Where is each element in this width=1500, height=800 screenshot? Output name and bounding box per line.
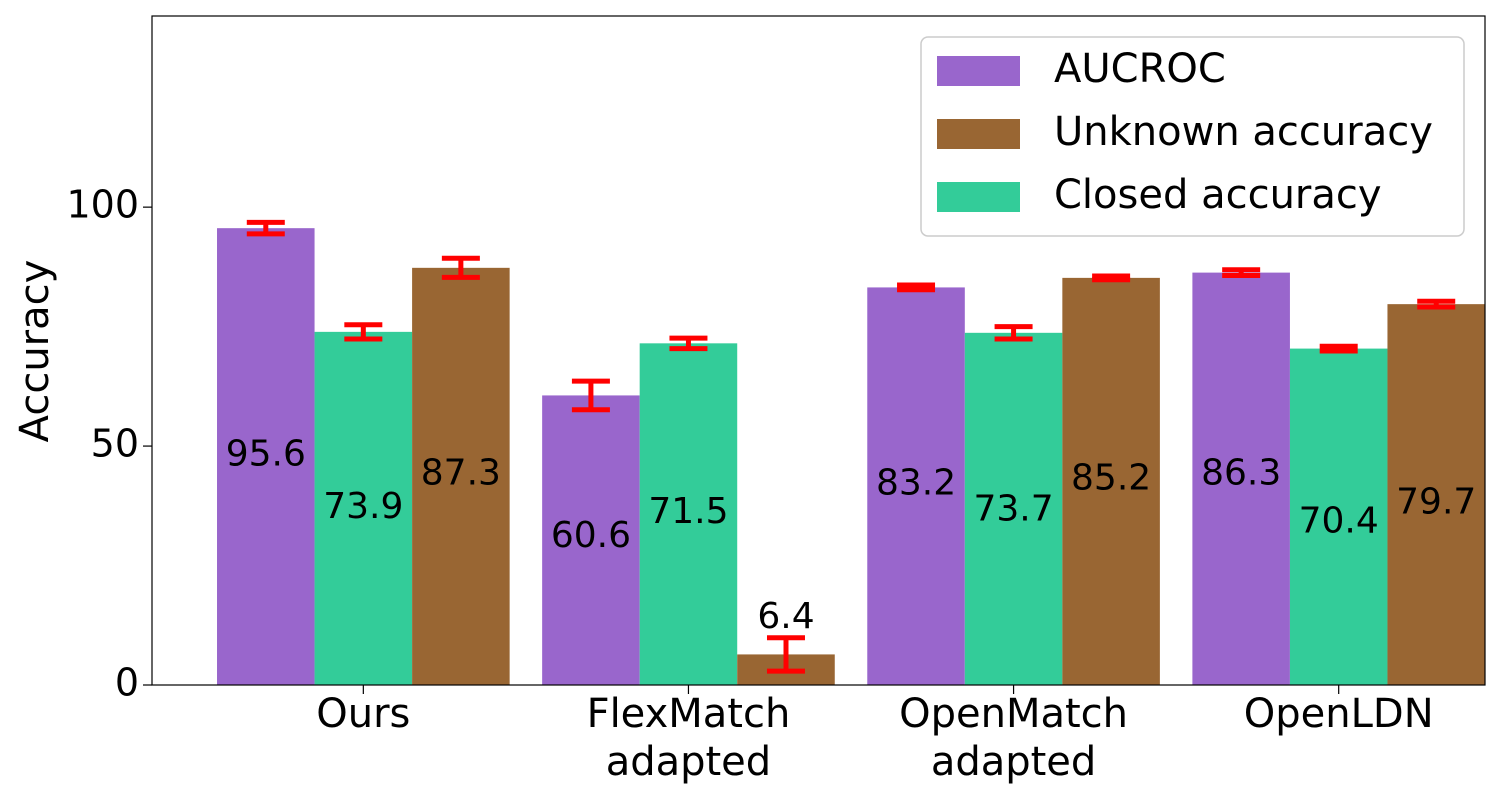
y-tick-label: 100	[66, 183, 139, 227]
y-tick-label: 50	[91, 422, 139, 466]
x-tick-label: OpenLDN	[1244, 691, 1434, 737]
bars-layer	[217, 228, 1485, 686]
bar-value-label: 71.5	[648, 491, 728, 532]
legend-swatch	[937, 119, 1020, 149]
x-tick-label: FlexMatch adapted	[587, 691, 791, 785]
x-tick-label-line: adapted	[606, 739, 772, 785]
x-tick-label-line: OpenLDN	[1244, 691, 1434, 737]
x-tick-label-line: FlexMatch	[587, 691, 791, 737]
bar-value-label: 60.6	[551, 515, 631, 556]
error-bars-layer	[246, 219, 1456, 674]
bar	[314, 331, 413, 685]
bar-value-label: 73.9	[323, 486, 403, 527]
legend: AUCROC Unknown accuracy Closed accuracy	[920, 36, 1465, 237]
plot-frame	[151, 15, 1486, 686]
legend-label: AUCROC	[1054, 46, 1226, 92]
bar-value-label: 79.7	[1396, 481, 1476, 522]
y-axis-title: Accuracy	[12, 260, 58, 443]
bar	[867, 287, 965, 685]
legend-label: Closed accuracy	[1054, 172, 1382, 218]
bar	[639, 343, 738, 685]
bar-value-label: 85.2	[1071, 458, 1151, 499]
legend-label: Unknown accuracy	[1054, 109, 1433, 155]
bar-value-label: 87.3	[421, 453, 501, 494]
bar	[1289, 348, 1388, 685]
bar-value-label: 73.7	[973, 489, 1053, 530]
bar-value-label: 83.2	[876, 462, 956, 503]
bar-value-label: 86.3	[1201, 453, 1281, 494]
bar-value-label: 70.4	[1299, 501, 1379, 542]
legend-swatch	[937, 56, 1020, 86]
x-tick-label-line: OpenMatch	[899, 691, 1128, 737]
y-tick-label: 0	[115, 661, 139, 705]
bar	[217, 228, 315, 686]
bar	[412, 267, 510, 685]
x-tick-label-line: Ours	[316, 691, 410, 737]
bar-value-label: 95.6	[226, 434, 306, 475]
bar	[1062, 277, 1160, 685]
x-tick-label: Ours	[316, 691, 410, 737]
legend-frame	[920, 36, 1465, 237]
bar	[964, 332, 1063, 685]
value-labels-layer: 95.6 60.6 83.2 86.3 73.9 71.5 73.7 70.4 87.3 6.4 8…	[226, 434, 1477, 637]
bar	[542, 395, 640, 685]
legend-swatch	[937, 182, 1020, 212]
x-tick-label-line: adapted	[931, 739, 1097, 785]
y-axis: 0 50 100	[66, 183, 152, 705]
bar-value-label: 6.4	[757, 596, 814, 637]
bar	[1192, 272, 1290, 685]
bar	[1387, 304, 1485, 685]
x-tick-label: OpenMatch adapted	[899, 691, 1128, 785]
